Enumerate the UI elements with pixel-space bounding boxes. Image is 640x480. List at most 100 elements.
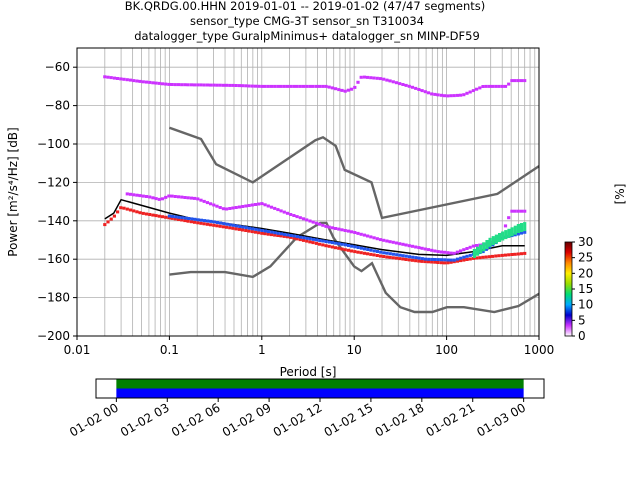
upper-envelope-point	[273, 84, 277, 88]
upper-envelope-point	[119, 77, 123, 81]
upper-envelope-point	[378, 77, 383, 81]
spread-high-point	[334, 227, 338, 230]
upper-envelope-point	[241, 84, 245, 88]
upper-envelope-point	[462, 93, 466, 97]
dense-band-point	[251, 227, 255, 231]
spread-low-point	[186, 219, 190, 223]
spread-low-point	[144, 212, 149, 216]
spread-low-point	[311, 241, 315, 245]
spread-low-point	[189, 220, 193, 224]
upper-envelope-point	[423, 90, 427, 94]
spread-high-point	[507, 216, 511, 220]
upper-envelope-point	[106, 75, 110, 79]
dense-band-point	[436, 258, 440, 262]
plot-frame	[76, 47, 540, 337]
x-tick-label: 1	[258, 343, 266, 357]
spread-low-point	[433, 260, 437, 264]
upper-envelope-point	[318, 84, 322, 88]
upper-envelope-point	[452, 94, 456, 98]
spread-high-point	[308, 219, 312, 223]
spread-high-point	[282, 210, 286, 214]
spread-high-point	[420, 246, 424, 250]
dense-band-point	[401, 254, 405, 258]
spread-low-point	[257, 231, 261, 235]
spread-low-point	[455, 259, 459, 263]
upper-envelope-point	[443, 94, 447, 98]
spread-high-point	[350, 230, 354, 234]
spread-low-point	[404, 258, 408, 261]
spread-low-point	[507, 253, 511, 257]
spread-low-point	[382, 255, 386, 258]
upper-envelope-point	[228, 83, 232, 87]
spread-high-point	[160, 197, 165, 201]
spread-high-point	[391, 240, 395, 244]
upper-envelope-point	[193, 83, 197, 87]
upper-envelope-point	[343, 89, 347, 93]
dense-band-point	[167, 214, 171, 218]
spread-high-point	[311, 220, 315, 224]
dense-band-point	[324, 240, 328, 244]
spread-high-point	[513, 209, 517, 213]
upper-envelope-point	[455, 93, 459, 97]
upper-envelope-point	[148, 80, 152, 84]
spread-high-point	[433, 249, 437, 253]
spread-high-point	[212, 203, 216, 207]
colorbar-tick-label: 15	[578, 282, 593, 296]
upper-envelope-point	[465, 91, 469, 95]
upper-envelope-point	[369, 76, 373, 80]
spread-low-point	[324, 244, 328, 248]
spread-low-point	[112, 214, 116, 218]
spread-low-point	[314, 241, 318, 245]
y-axis-label: Power [m²/s⁴/Hz] [dB]	[6, 127, 20, 256]
spread-low-point	[417, 259, 421, 263]
dense-band-point	[228, 223, 232, 227]
spread-high-point	[186, 196, 190, 200]
spread-high-point	[359, 232, 363, 236]
spread-high-point	[298, 216, 302, 220]
upper-envelope-point	[260, 84, 264, 88]
spread-low-point	[250, 230, 254, 234]
spread-low-point	[279, 234, 283, 238]
upper-envelope-point	[503, 84, 508, 88]
spread-high-point	[423, 247, 427, 251]
spread-high-point	[173, 195, 177, 198]
spread-high-point	[202, 199, 206, 203]
upper-envelope-point	[314, 84, 318, 88]
spread-low-point	[289, 235, 293, 239]
spread-high-point	[279, 209, 283, 213]
timeline-tick-label: 01-02 09	[220, 400, 274, 439]
upper-envelope-point	[516, 79, 520, 83]
upper-envelope-point	[135, 79, 139, 83]
dense-band-point	[446, 258, 450, 262]
dense-band-point	[439, 258, 444, 262]
spread-low-point	[164, 215, 168, 219]
dense-band-point	[222, 222, 226, 226]
dense-band-point	[433, 258, 437, 261]
y-tick-label: −140	[37, 214, 70, 228]
dense-band-point	[183, 216, 187, 220]
dense-band-point	[305, 236, 309, 240]
spread-high-point	[253, 203, 258, 206]
spread-high-point	[414, 245, 418, 249]
dense-band-point	[391, 252, 396, 256]
dense-band-point	[289, 234, 293, 237]
spread-low-point	[430, 260, 434, 264]
spread-low-point	[414, 259, 418, 263]
spread-high-point	[318, 222, 322, 226]
dense-band-point	[356, 246, 360, 249]
y-tick-label: −120	[37, 175, 70, 189]
upper-envelope-point	[353, 85, 357, 89]
series-layer	[103, 75, 540, 314]
upper-envelope-point	[459, 93, 463, 97]
spread-low-point	[154, 214, 158, 218]
colorbar-label: [%]	[613, 184, 627, 205]
dense-band-point	[267, 230, 271, 234]
spread-low-point	[356, 250, 360, 254]
spread-high-point	[410, 244, 415, 248]
spread-high-point	[218, 206, 222, 209]
spread-low-point	[247, 229, 251, 233]
upper-envelope-point	[385, 78, 389, 82]
upper-envelope-point	[404, 83, 408, 87]
